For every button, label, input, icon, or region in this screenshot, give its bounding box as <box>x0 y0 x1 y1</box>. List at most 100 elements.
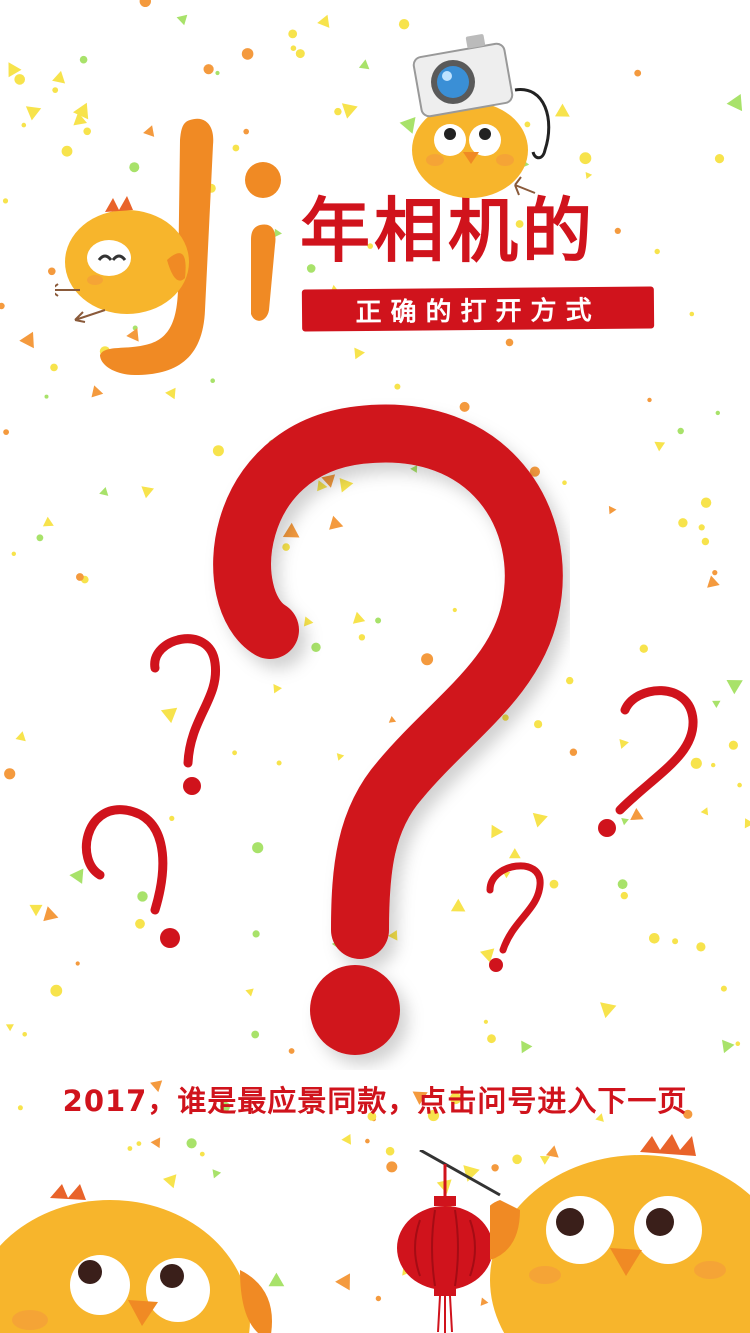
confetti-triangle <box>502 871 511 879</box>
small-question-mark-4[interactable] <box>478 855 558 975</box>
xiao-strokes <box>100 118 281 375</box>
confetti-triangle <box>150 1080 163 1093</box>
subtitle-banner: 正确的打开方式 <box>301 286 655 332</box>
confetti-dot <box>698 524 705 531</box>
chick-bottom-right <box>490 1134 750 1333</box>
confetti-dot <box>487 1034 496 1044</box>
instruction-caption: 2017，谁是最应景同款，点击问号进入下一页 <box>62 1084 688 1118</box>
confetti-dot <box>579 152 592 165</box>
confetti-triangle <box>165 387 176 400</box>
confetti-dot <box>386 1161 398 1173</box>
confetti-dot <box>649 933 660 944</box>
confetti-dot <box>701 537 710 546</box>
confetti-triangle <box>268 1272 285 1287</box>
confetti-dot <box>398 19 410 30</box>
confetti-triangle <box>480 1297 489 1306</box>
confetti-triangle <box>480 948 495 963</box>
confetti-dot <box>689 311 695 317</box>
confetti-dot <box>714 154 725 164</box>
confetti-dot <box>566 676 574 685</box>
confetti-triangle <box>707 575 720 588</box>
confetti-dot <box>549 879 559 889</box>
confetti-triangle <box>163 1174 177 1189</box>
big-question-mark-button[interactable] <box>190 390 570 1070</box>
confetti-dot <box>139 0 151 7</box>
confetti-dot <box>449 1092 462 1105</box>
confetti-dot <box>617 879 628 890</box>
confetti-dot <box>696 942 706 952</box>
confetti-triangle <box>384 214 396 226</box>
confetti-triangle <box>15 731 26 742</box>
confetti-dot <box>2 198 9 204</box>
confetti-dot <box>677 427 684 435</box>
confetti-dot <box>290 45 297 51</box>
confetti-dot <box>3 429 9 435</box>
confetti-dot <box>459 401 470 412</box>
confetti-triangle <box>73 102 89 120</box>
confetti-dot <box>634 69 642 77</box>
chick-waving <box>55 196 189 323</box>
confetti-dot <box>311 642 321 652</box>
confetti-triangle <box>700 807 709 816</box>
confetti-triangle <box>341 1134 351 1145</box>
confetti-dot <box>14 74 25 85</box>
confetti-dot <box>199 1151 205 1157</box>
small-question-mark-1[interactable] <box>140 628 230 798</box>
confetti-triangle <box>29 904 43 917</box>
confetti-triangle <box>412 1091 428 1105</box>
confetti-dot <box>4 768 16 780</box>
confetti-dot <box>365 1138 370 1144</box>
confetti-dot <box>52 87 59 93</box>
confetti-triangle <box>245 988 254 997</box>
confetti-triangle <box>545 1145 559 1158</box>
confetti-triangle <box>399 117 416 134</box>
confetti-dot <box>505 338 514 347</box>
confetti-triangle <box>388 716 397 723</box>
confetti-triangle <box>450 898 466 912</box>
confetti-dot <box>252 842 264 854</box>
confetti-triangle <box>555 103 570 117</box>
confetti-triangle <box>608 505 617 515</box>
confetti-triangle <box>722 1039 735 1054</box>
confetti-dot <box>282 543 290 551</box>
confetti-dot <box>252 930 260 938</box>
confetti-triangle <box>25 106 42 121</box>
confetti-dot <box>169 815 175 822</box>
confetti-dot <box>203 64 214 75</box>
confetti-triangle <box>317 480 328 492</box>
confetti-dot <box>712 570 718 576</box>
confetti-dot <box>367 243 374 249</box>
confetti-dot <box>502 714 509 721</box>
confetti-dot <box>452 607 457 613</box>
confetti-triangle <box>619 739 629 749</box>
confetti-dot <box>137 891 148 902</box>
confetti-dot <box>220 1101 230 1112</box>
page-title: 年相机的 <box>300 190 596 272</box>
confetti-dot <box>288 29 298 39</box>
small-question-mark-2[interactable] <box>70 800 200 950</box>
confetti-dot <box>683 1109 693 1119</box>
confetti-triangle <box>621 818 629 826</box>
confetti-dot <box>639 644 648 653</box>
confetti-dot <box>11 551 16 556</box>
confetti-dot <box>186 1138 197 1149</box>
confetti-dot <box>61 145 73 157</box>
confetti-triangle <box>150 1137 161 1149</box>
chick-bottom-left <box>0 1184 272 1333</box>
confetti-dot <box>17 1105 23 1111</box>
confetti-dot <box>483 1019 488 1024</box>
confetti-dot <box>569 748 578 756</box>
confetti-triangle <box>212 1169 222 1179</box>
confetti-dot <box>735 1041 741 1046</box>
confetti-triangle <box>99 487 109 496</box>
confetti-dot <box>715 410 720 416</box>
confetti-dot <box>243 128 249 135</box>
confetti-dot <box>562 480 567 486</box>
confetti-triangle <box>654 441 666 452</box>
confetti-triangle <box>726 680 743 695</box>
question-mark-icon <box>598 686 698 837</box>
small-question-mark-3[interactable] <box>595 680 705 840</box>
confetti-triangle <box>491 824 504 839</box>
confetti-dot <box>711 762 716 768</box>
